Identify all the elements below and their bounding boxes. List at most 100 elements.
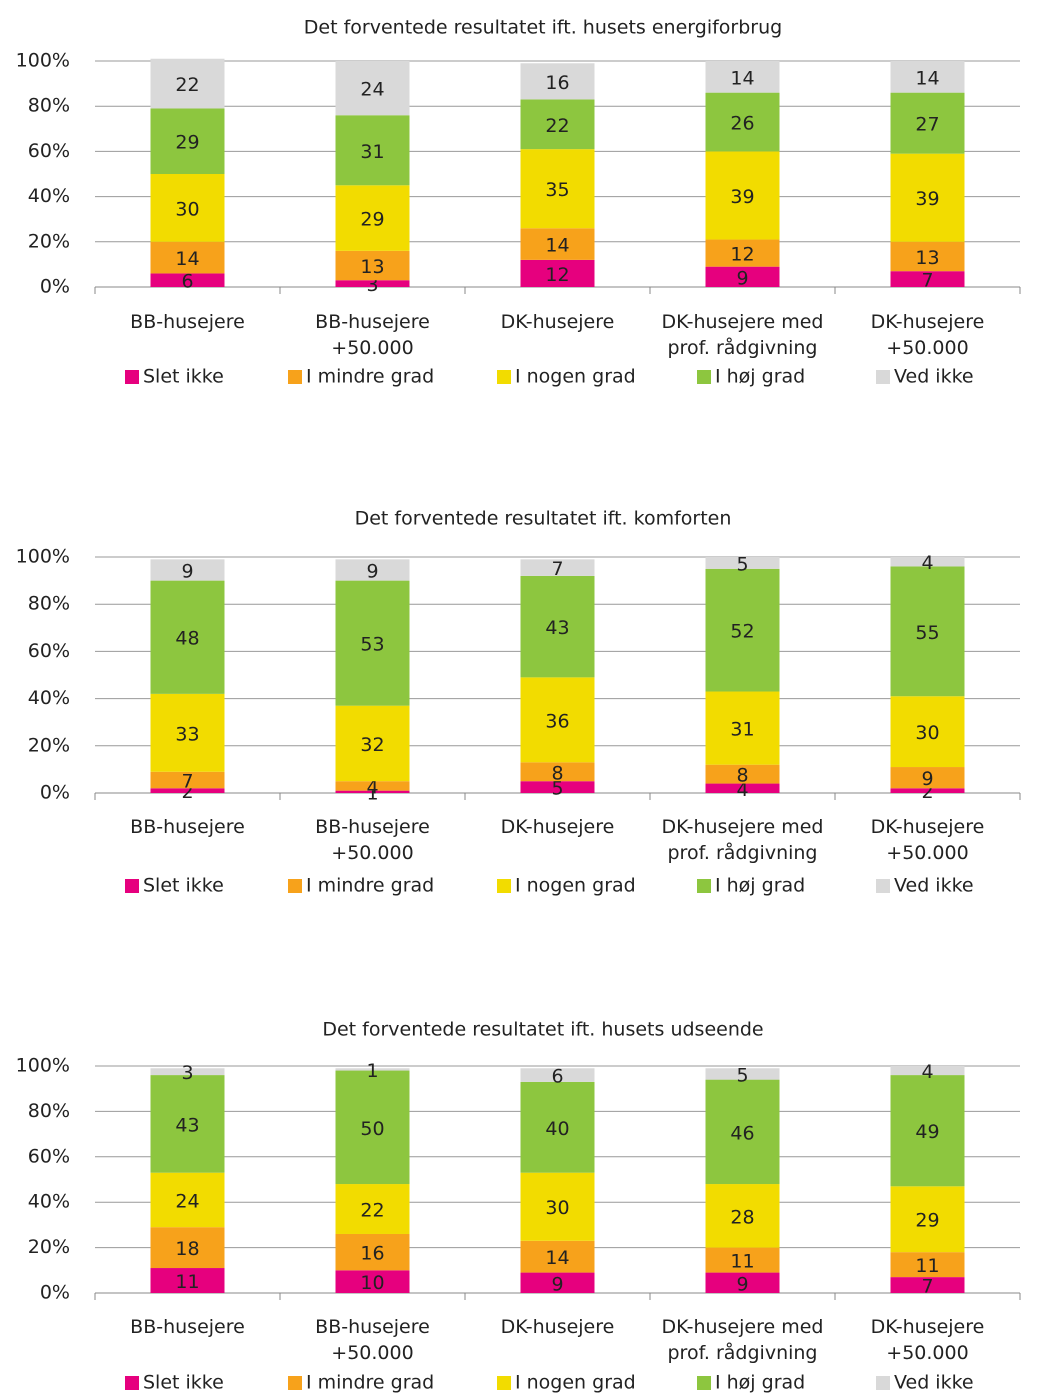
data-label: 11	[730, 1251, 754, 1273]
y-tick-label: 60%	[28, 1145, 70, 1167]
data-label: 33	[175, 723, 199, 745]
bar-segment	[520, 228, 595, 260]
bar-segment	[890, 788, 965, 793]
bar-segment	[890, 1075, 965, 1187]
data-label: 27	[915, 114, 939, 136]
bar-segment	[335, 185, 410, 251]
legend-label: Ved ikke	[894, 366, 974, 388]
bar-segment	[520, 259, 595, 287]
bar-segment	[335, 115, 410, 186]
y-tick-label: 0%	[40, 276, 70, 298]
data-label: 10	[360, 1272, 384, 1294]
data-label: 16	[545, 72, 569, 94]
data-label: 22	[360, 1200, 384, 1222]
data-label: 31	[360, 141, 384, 163]
legend-label: I mindre grad	[306, 366, 434, 388]
bar-segment	[150, 1227, 225, 1269]
bar-segment	[705, 61, 780, 93]
legend-swatch	[876, 1376, 890, 1390]
data-label: 6	[181, 271, 193, 293]
data-label: 30	[915, 722, 939, 744]
legend-label: I nogen grad	[515, 1372, 636, 1393]
bar-segment	[520, 781, 595, 793]
bar-segment	[335, 1184, 410, 1234]
bar-segment	[890, 557, 965, 567]
legend-swatch	[125, 879, 139, 893]
data-label: 7	[181, 771, 193, 793]
data-label: 52	[730, 621, 754, 643]
bar-segment	[890, 153, 965, 242]
data-label: 40	[545, 1118, 569, 1140]
data-label: 43	[175, 1114, 199, 1136]
data-label: 11	[915, 1255, 939, 1277]
data-label: 29	[175, 132, 199, 154]
y-tick-label: 20%	[28, 230, 70, 252]
data-label: 5	[736, 553, 748, 575]
bar-segment	[705, 557, 780, 569]
bar-segment	[150, 1268, 225, 1293]
x-tick-label: DK-husejere med prof. rådgivning	[661, 816, 824, 864]
bar-segment	[335, 1068, 410, 1071]
bar-segment	[150, 693, 225, 772]
bar-segment	[335, 280, 410, 287]
legend-label: Ved ikke	[894, 875, 974, 897]
legend-label: I høj grad	[715, 366, 805, 388]
data-label: 11	[175, 1271, 199, 1293]
y-tick-label: 80%	[28, 593, 70, 615]
data-label: 4	[921, 552, 933, 574]
data-label: 14	[730, 67, 754, 89]
x-tick-label: DK-husejere +50.000	[870, 311, 985, 359]
legend-label: I mindre grad	[306, 875, 434, 897]
data-label: 24	[175, 1190, 199, 1212]
x-tick-label: BB-husejere	[130, 311, 245, 333]
bar-segment	[705, 783, 780, 793]
bar-segment	[705, 151, 780, 240]
legend-label: I høj grad	[715, 875, 805, 897]
data-label: 9	[366, 560, 378, 582]
y-tick-label: 0%	[40, 782, 70, 804]
data-label: 9	[736, 1273, 748, 1295]
data-label: 7	[921, 1276, 933, 1298]
bar-segment	[705, 1184, 780, 1248]
bar-segment	[520, 63, 595, 100]
bar-segment	[705, 239, 780, 267]
y-tick-label: 40%	[28, 185, 70, 207]
data-label: 14	[175, 248, 199, 270]
bar-segment	[890, 696, 965, 768]
bar-segment	[150, 1172, 225, 1228]
bar-segment	[890, 1186, 965, 1253]
x-tick-label: DK-husejere +50.000	[870, 816, 985, 864]
data-label: 3	[181, 1062, 193, 1084]
legend-swatch	[288, 1376, 302, 1390]
y-tick-label: 40%	[28, 687, 70, 709]
y-tick-label: 100%	[16, 546, 70, 568]
bar-segment	[890, 566, 965, 697]
bar-segment	[890, 271, 965, 287]
x-tick-label: BB-husejere +50.000	[315, 816, 430, 864]
bar-segment	[890, 1252, 965, 1278]
bar-segment	[890, 1066, 965, 1076]
data-label: 9	[921, 768, 933, 790]
y-tick-label: 0%	[40, 1282, 70, 1304]
data-label: 55	[915, 622, 939, 644]
data-label: 49	[915, 1121, 939, 1143]
bar-segment	[335, 1070, 410, 1185]
x-tick-label: DK-husejere	[500, 816, 615, 838]
legend-swatch	[497, 879, 511, 893]
x-tick-label: DK-husejere	[500, 311, 615, 333]
legend-label: Slet ikke	[143, 366, 224, 388]
data-label: 4	[736, 779, 748, 801]
data-label: 6	[551, 1066, 563, 1088]
data-label: 7	[921, 270, 933, 292]
x-tick-label: DK-husejere med prof. rådgivning	[661, 1316, 824, 1364]
data-label: 4	[921, 1061, 933, 1083]
bar-segment	[520, 1272, 595, 1293]
y-tick-label: 60%	[28, 140, 70, 162]
data-label: 28	[730, 1206, 754, 1228]
bar-segment	[520, 677, 595, 763]
y-tick-label: 100%	[16, 50, 70, 72]
data-label: 43	[545, 617, 569, 639]
data-label: 30	[175, 198, 199, 220]
bar-segment	[335, 781, 410, 791]
legend-swatch	[125, 370, 139, 384]
